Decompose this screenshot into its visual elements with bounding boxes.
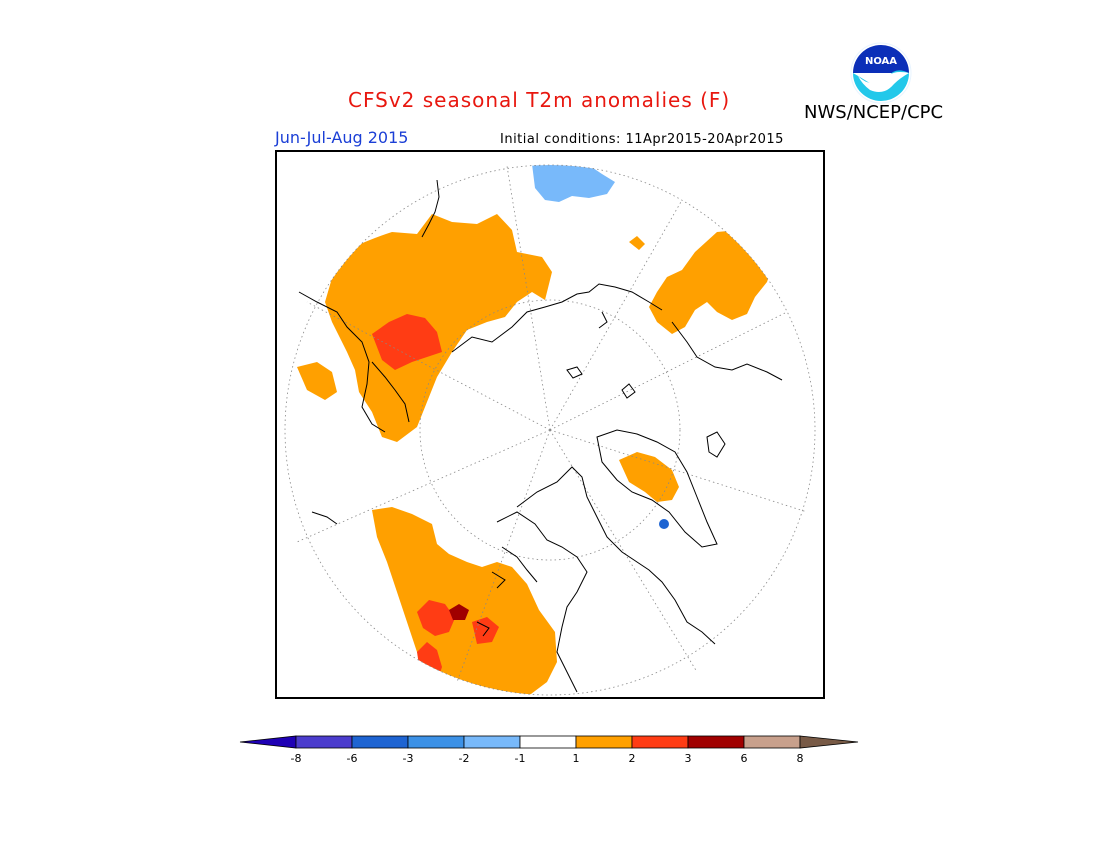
agency-label: NWS/NCEP/CPC <box>804 102 944 123</box>
anomaly-regions-warm1 <box>297 180 772 695</box>
colorbar <box>239 735 859 749</box>
colorbar-tick: -8 <box>290 752 302 765</box>
anomaly-regions-cool1 <box>532 165 615 202</box>
noaa-logo-text: NOAA <box>865 56 897 67</box>
anomaly-regions-warm3 <box>449 604 469 620</box>
map-canvas <box>284 164 816 696</box>
chart-title: CFSv2 seasonal T2m anomalies (F) <box>348 88 731 112</box>
forecast-period: Jun-Jul-Aug 2015 <box>275 128 409 147</box>
colorbar-b2 <box>351 735 409 749</box>
colorbar-neutral <box>519 735 577 749</box>
colorbar-tick: -1 <box>514 752 526 765</box>
colorbar-below-min <box>239 735 297 749</box>
colorbar-tick: -6 <box>346 752 358 765</box>
initial-conditions: Initial conditions: 11Apr2015-20Apr2015 <box>500 132 784 147</box>
polar-map <box>275 150 825 699</box>
colorbar-p1 <box>575 735 633 749</box>
colorbar-tick: -2 <box>458 752 470 765</box>
colorbar-tick: -3 <box>402 752 414 765</box>
coastlines <box>298 179 783 693</box>
colorbar-tick: 8 <box>796 752 804 765</box>
noaa-logo-icon: NOAA <box>850 42 912 104</box>
colorbar-p2 <box>631 735 689 749</box>
colorbar-tick: 6 <box>740 752 748 765</box>
colorbar-tick: 2 <box>628 752 636 765</box>
colorbar-p3 <box>687 735 745 749</box>
colorbar-b1 <box>295 735 353 749</box>
colorbar-tick: 3 <box>684 752 692 765</box>
colorbar-above-max <box>799 735 859 749</box>
anomaly-regions-cool2 <box>659 519 669 529</box>
colorbar-p4 <box>743 735 801 749</box>
graticule <box>284 164 816 696</box>
colorbar-b4 <box>463 735 521 749</box>
colorbar-b3 <box>407 735 465 749</box>
anomaly-regions-warm2 <box>372 314 499 688</box>
colorbar-tick: 1 <box>572 752 580 765</box>
